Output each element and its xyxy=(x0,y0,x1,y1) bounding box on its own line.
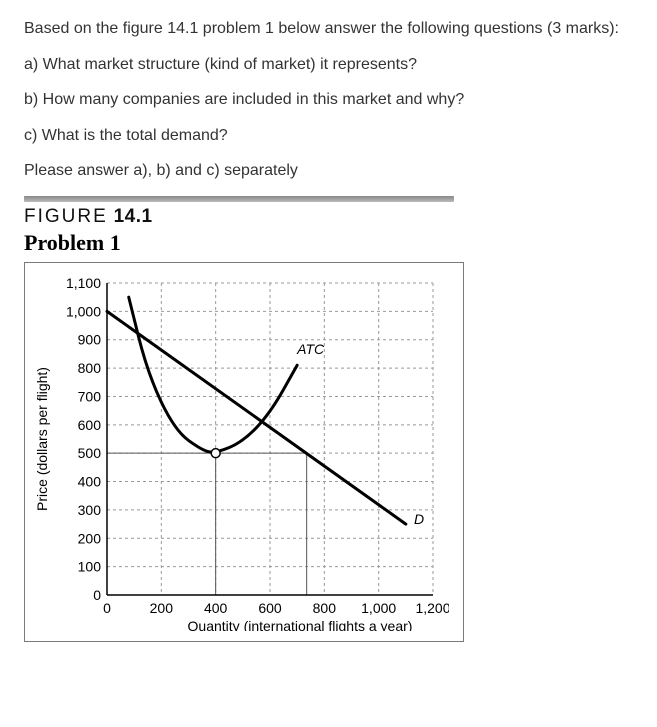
svg-text:ATC: ATC xyxy=(296,341,325,357)
svg-text:Quantity (international flight: Quantity (international flights a year) xyxy=(188,618,413,631)
svg-text:400: 400 xyxy=(204,600,228,616)
svg-text:Price (dollars per flight): Price (dollars per flight) xyxy=(34,367,50,511)
question-block: Based on the figure 14.1 problem 1 below… xyxy=(24,18,633,182)
svg-text:0: 0 xyxy=(93,587,101,603)
svg-text:900: 900 xyxy=(78,332,102,348)
chart-frame: ATC D 0 100 200 300 400 500 600 700 800 900 1,000 1,1… xyxy=(24,262,464,642)
question-b: b) How many companies are included in th… xyxy=(24,89,633,111)
svg-text:200: 200 xyxy=(78,530,102,546)
svg-text:1,000: 1,000 xyxy=(66,303,101,319)
svg-text:100: 100 xyxy=(78,559,102,575)
economics-chart: ATC D 0 100 200 300 400 500 600 700 800 900 1,000 1,1… xyxy=(29,271,449,631)
svg-text:200: 200 xyxy=(150,600,174,616)
question-intro: Based on the figure 14.1 problem 1 below… xyxy=(24,18,633,40)
svg-text:1,200: 1,200 xyxy=(415,600,449,616)
svg-text:500: 500 xyxy=(78,445,102,461)
svg-text:1,100: 1,100 xyxy=(66,275,101,291)
svg-text:0: 0 xyxy=(103,600,111,616)
svg-text:700: 700 xyxy=(78,388,102,404)
svg-text:D: D xyxy=(414,511,424,527)
question-note: Please answer a), b) and c) separately xyxy=(24,160,633,182)
svg-text:600: 600 xyxy=(78,417,102,433)
svg-text:600: 600 xyxy=(258,600,282,616)
svg-text:400: 400 xyxy=(78,474,102,490)
svg-text:1,000: 1,000 xyxy=(361,600,396,616)
svg-text:300: 300 xyxy=(78,502,102,518)
svg-text:800: 800 xyxy=(78,360,102,376)
figure-title: FIGURE 14.1 xyxy=(24,206,633,228)
question-a: a) What market structure (kind of market… xyxy=(24,54,633,76)
figure-rule xyxy=(24,196,454,202)
problem-title: Problem 1 xyxy=(24,230,633,256)
figure-word: FIGURE xyxy=(24,206,108,227)
svg-text:800: 800 xyxy=(313,600,337,616)
figure-number: 14.1 xyxy=(114,206,153,227)
question-c: c) What is the total demand? xyxy=(24,125,633,147)
